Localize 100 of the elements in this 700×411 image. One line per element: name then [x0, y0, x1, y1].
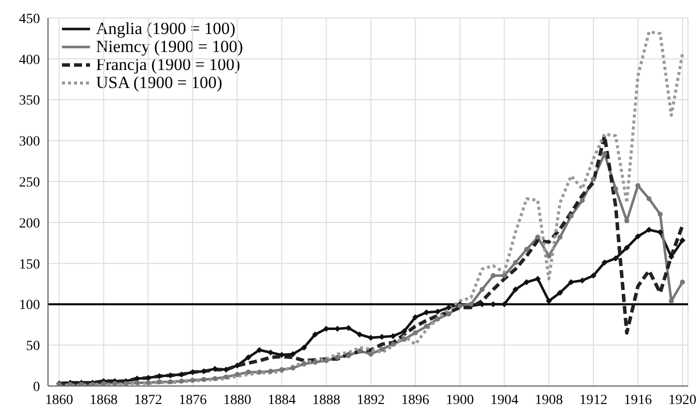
point — [613, 186, 618, 192]
point — [256, 370, 262, 375]
x-tick-label: 1860 — [45, 392, 74, 408]
point — [156, 379, 162, 384]
point — [534, 276, 541, 282]
point — [101, 381, 106, 386]
point — [324, 358, 329, 364]
point — [502, 273, 507, 278]
point — [546, 298, 552, 304]
point — [201, 376, 206, 382]
point — [668, 254, 674, 260]
point — [246, 370, 251, 375]
point — [568, 213, 574, 218]
point — [524, 246, 530, 252]
y-tick-label: 150 — [19, 257, 40, 272]
point — [401, 328, 408, 334]
y-tick-label: 300 — [19, 134, 40, 150]
point — [256, 347, 262, 354]
point — [179, 378, 184, 384]
legend-label: Niemcy (1900 = 100) — [96, 37, 243, 56]
point — [368, 352, 374, 357]
x-tick-label: 1920 — [668, 392, 696, 408]
y-tick-label: 450 — [19, 12, 40, 27]
point — [302, 361, 306, 366]
point — [580, 198, 585, 203]
legend-label: USA (1900 = 100) — [96, 73, 222, 92]
point — [146, 380, 151, 386]
point — [679, 237, 686, 244]
x-tick-label: 1900 — [446, 392, 474, 408]
x-tick-label: 1908 — [534, 392, 563, 408]
x-tick-label: 1880 — [223, 392, 252, 408]
y-tick-label: 250 — [19, 176, 40, 191]
point — [557, 290, 563, 296]
x-tick-label: 1912 — [579, 392, 608, 408]
point — [424, 324, 429, 329]
legend-label: Francja (1900 = 100) — [96, 55, 240, 74]
point — [123, 381, 128, 386]
point — [512, 286, 518, 292]
point — [356, 331, 363, 338]
y-tick-label: 400 — [19, 52, 40, 68]
point — [190, 378, 196, 383]
point — [290, 366, 296, 371]
point — [334, 354, 340, 360]
point — [590, 176, 596, 182]
point — [602, 151, 608, 156]
point — [134, 380, 140, 386]
point — [156, 373, 162, 380]
point — [224, 374, 229, 380]
point — [558, 234, 562, 240]
point — [357, 348, 362, 354]
point — [658, 212, 663, 217]
y-tick-label: 0 — [33, 380, 40, 395]
point — [446, 312, 452, 317]
point — [612, 255, 619, 262]
point — [234, 362, 240, 369]
point — [312, 360, 318, 365]
point — [668, 298, 674, 304]
point — [446, 304, 452, 310]
point — [535, 234, 540, 240]
point — [168, 379, 173, 384]
x-tick-label: 1916 — [624, 392, 652, 408]
x-tick-label: 1904 — [490, 392, 518, 408]
point — [412, 314, 418, 320]
x-tick-label: 1884 — [268, 392, 296, 408]
point — [178, 372, 185, 378]
point — [212, 376, 218, 382]
y-tick-label: 200 — [19, 216, 40, 232]
point — [680, 280, 685, 285]
point — [112, 381, 118, 386]
point — [390, 342, 396, 347]
x-tick-label: 1892 — [356, 392, 385, 408]
point — [512, 260, 518, 266]
point — [646, 226, 652, 233]
x-tick-label: 1888 — [312, 392, 340, 408]
point — [379, 346, 384, 352]
x-tick-label: 1872 — [134, 392, 162, 408]
x-tick-label: 1868 — [90, 392, 118, 408]
point — [524, 279, 530, 286]
point — [480, 287, 485, 292]
y-tick-label: 50 — [26, 339, 40, 354]
point — [634, 233, 641, 240]
point — [346, 353, 352, 358]
point — [435, 316, 440, 322]
point — [245, 354, 252, 360]
point — [234, 372, 240, 378]
point — [301, 344, 307, 351]
y-tick-label: 100 — [19, 298, 40, 314]
point — [590, 272, 596, 279]
point — [279, 367, 284, 372]
point — [145, 374, 152, 381]
point — [412, 330, 418, 336]
point — [312, 331, 318, 338]
x-tick-label: 1876 — [178, 392, 207, 408]
point — [490, 273, 496, 278]
point — [402, 336, 407, 342]
point — [579, 278, 586, 284]
point — [190, 369, 196, 376]
x-tick-label: 1896 — [401, 392, 430, 408]
point — [624, 244, 630, 251]
y-tick-label: 350 — [19, 94, 40, 109]
